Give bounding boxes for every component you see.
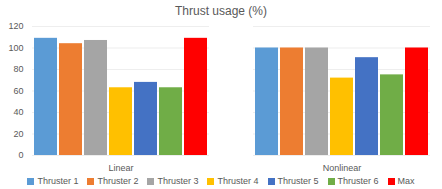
svg-text:0: 0 — [18, 150, 23, 160]
svg-text:80: 80 — [13, 64, 23, 74]
html-text:Thruster 2: Thruster 2 — [97, 176, 139, 186]
html-text:Thruster 5: Thruster 5 — [277, 176, 319, 186]
html-text:Thruster 4: Thruster 4 — [217, 176, 259, 186]
svg-text:100: 100 — [8, 43, 23, 53]
html-text:Thruster 6: Thruster 6 — [337, 176, 379, 186]
svg-text:40: 40 — [13, 107, 23, 117]
html-text:Max: Max — [397, 176, 415, 186]
svg-text:20: 20 — [13, 129, 23, 139]
html-text:Thrust usage (%): Thrust usage (%) — [175, 4, 267, 18]
svg-text:Linear: Linear — [108, 163, 133, 173]
svg-text:120: 120 — [8, 21, 23, 31]
svg-text:Nonlinear: Nonlinear — [323, 163, 362, 173]
html-text:Thruster 3: Thruster 3 — [157, 176, 199, 186]
html-text:Thruster 1: Thruster 1 — [37, 176, 79, 186]
svg-text:60: 60 — [13, 86, 23, 96]
